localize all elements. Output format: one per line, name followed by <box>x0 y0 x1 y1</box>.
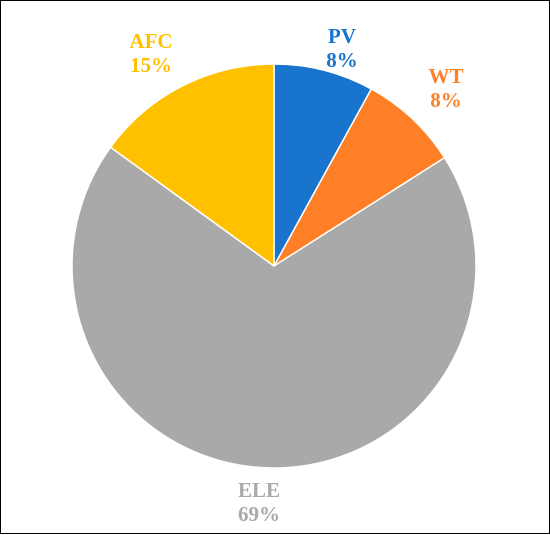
pie-slice-afc <box>109 63 275 267</box>
slice-label-ele: ELE 69% <box>238 478 280 526</box>
slice-label-name: WT <box>428 64 463 88</box>
slice-label-wt: WT 8% <box>428 64 463 112</box>
slice-label-name: ELE <box>238 478 280 502</box>
labels-layer: PV 8%WT 8%ELE 69%AFC 15% <box>129 24 463 526</box>
slice-label-pv: PV 8% <box>326 24 358 72</box>
pie-slice-ele <box>71 146 477 469</box>
pie-slice-pv <box>273 63 373 267</box>
slice-label-afc: AFC 15% <box>129 29 172 77</box>
slices-layer <box>71 63 477 469</box>
pie-slice-wt <box>273 88 446 267</box>
slice-label-percent: 8% <box>326 48 358 72</box>
slice-label-name: PV <box>328 24 356 48</box>
slice-label-percent: 15% <box>130 53 172 77</box>
slice-label-percent: 69% <box>238 502 280 526</box>
slice-label-percent: 8% <box>430 88 462 112</box>
slice-label-name: AFC <box>129 29 172 53</box>
